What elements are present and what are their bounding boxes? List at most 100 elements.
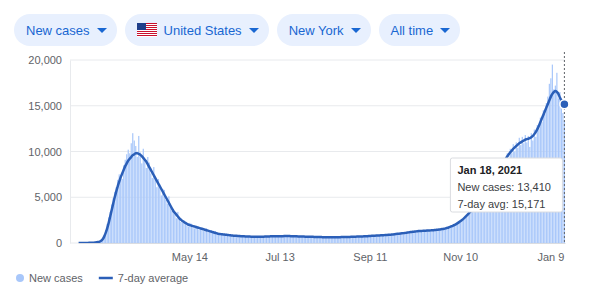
x-tick-label: Jan 9: [537, 251, 564, 263]
bar: [440, 229, 441, 243]
y-tick: 10,000: [28, 146, 70, 158]
flag-stripe: [137, 35, 157, 36]
chip-label: New York: [289, 23, 344, 38]
bar: [289, 236, 290, 243]
x-tick: Jul 13: [265, 243, 294, 263]
bar: [433, 231, 434, 243]
bar: [391, 235, 392, 243]
bar: [125, 160, 126, 243]
bar: [182, 223, 183, 243]
flag-stripe: [137, 33, 157, 34]
bar: [457, 224, 458, 243]
bar: [140, 152, 141, 243]
bar: [463, 220, 464, 243]
bar: [230, 236, 231, 243]
x-tick-label: May 14: [172, 251, 208, 263]
caret-shape: [249, 28, 259, 33]
chip-label: All time: [391, 23, 434, 38]
caret-shape: [440, 28, 450, 33]
bar: [469, 214, 470, 243]
dropdown-caret: [351, 28, 361, 33]
y-tick: 20,000: [28, 54, 70, 66]
bar: [137, 157, 138, 243]
dropdown-caret: [97, 28, 107, 33]
bar: [452, 225, 453, 243]
bar: [165, 200, 166, 243]
bar: [123, 165, 124, 243]
x-tick-label: Jul 13: [265, 251, 294, 263]
bar: [472, 210, 473, 243]
bar: [143, 149, 144, 243]
x-tick: May 14: [172, 243, 208, 263]
chip-label: New cases: [26, 23, 90, 38]
bar: [212, 233, 213, 243]
tooltip-title: Jan 18, 2021: [457, 164, 522, 176]
bar: [465, 216, 466, 243]
bar: [180, 222, 181, 243]
x-tick: Sep 11: [353, 243, 387, 263]
dropdown-chip[interactable]: New cases: [14, 14, 117, 46]
bar: [209, 232, 210, 243]
legend-dot: [16, 274, 24, 282]
plot-marks: [79, 65, 565, 243]
flag-stripe: [137, 34, 157, 35]
flag-icon: [137, 23, 157, 37]
bar: [425, 230, 426, 243]
bar: [144, 161, 145, 243]
bar: [218, 235, 219, 243]
y-axis-line: [70, 61, 71, 244]
bar: [207, 232, 208, 243]
bar: [203, 231, 204, 243]
bar: [213, 233, 214, 243]
bar: [231, 236, 232, 243]
bar: [466, 216, 467, 243]
legend: New cases 7-day average: [16, 272, 188, 284]
bar: [164, 190, 165, 243]
bar: [224, 235, 225, 243]
bar: [431, 230, 432, 243]
dropdown-chip[interactable]: United States: [125, 14, 269, 46]
dropdown-caret: [249, 28, 259, 33]
legend-item: New cases: [16, 272, 83, 284]
y-tick: 5,000: [34, 191, 70, 203]
bar: [252, 237, 253, 243]
bar: [258, 237, 259, 243]
bar: [173, 209, 174, 243]
bar: [421, 231, 422, 243]
grid-line: [70, 151, 565, 152]
legend-label: New cases: [29, 272, 83, 284]
bar: [422, 230, 423, 243]
bar: [409, 233, 410, 243]
bar: [462, 219, 463, 243]
bar: [428, 230, 429, 243]
bar: [216, 234, 217, 243]
bar: [171, 211, 172, 243]
bar: [186, 226, 187, 243]
bar: [149, 162, 150, 243]
caret-shape: [97, 28, 107, 33]
bar: [135, 146, 136, 243]
bar: [456, 223, 457, 243]
flag-stripe: [137, 32, 157, 33]
y-tick: 15,000: [28, 100, 70, 112]
dropdown-chip[interactable]: New York: [277, 14, 371, 46]
bar: [227, 236, 228, 243]
dropdown-chip[interactable]: All time: [379, 14, 461, 46]
bar: [430, 231, 431, 243]
y-tick-label: 5,000: [34, 191, 62, 203]
bar: [382, 235, 383, 243]
flag-canton: [137, 23, 146, 30]
grid-line: [70, 105, 565, 106]
bar: [394, 234, 395, 243]
bar: [122, 179, 123, 243]
legend-item: 7-day average: [99, 272, 188, 284]
bar: [197, 227, 198, 243]
x-tick-label: Sep 11: [353, 251, 387, 263]
bar: [185, 222, 186, 243]
legend-line: [99, 277, 113, 280]
bar: [446, 227, 447, 243]
cursor-dot: [560, 100, 569, 109]
bar: [459, 221, 460, 243]
bar: [132, 133, 133, 243]
bar: [419, 230, 420, 243]
